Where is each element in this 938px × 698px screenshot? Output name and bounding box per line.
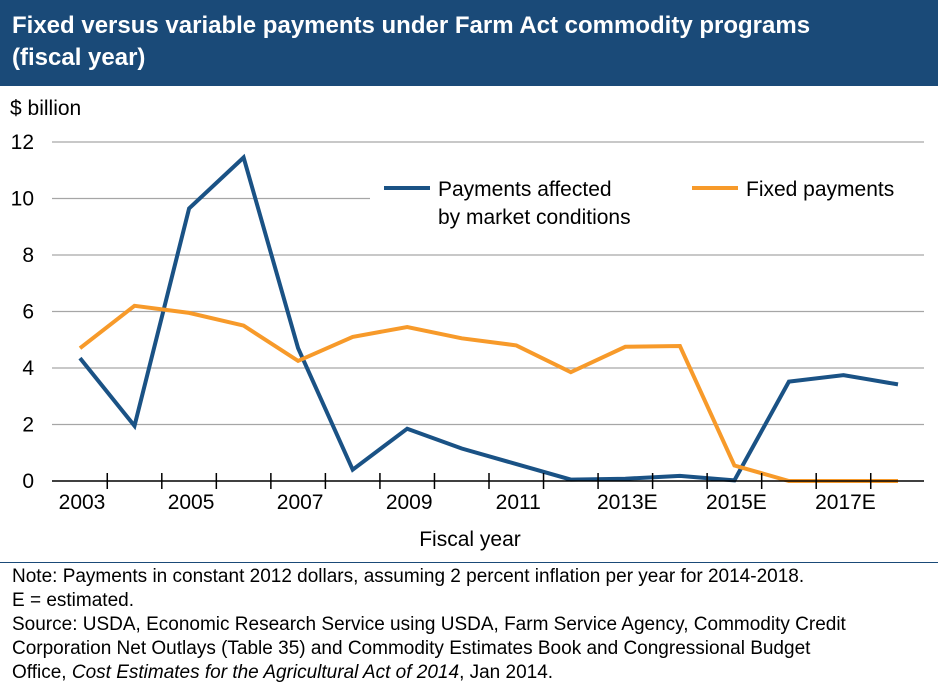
chart-title: Fixed versus variable payments under Far… — [12, 12, 811, 71]
x-tick-label: 2017E — [815, 491, 876, 514]
y-tick-label: 8 — [22, 244, 34, 267]
legend: Payments affected by market conditions Fix… — [370, 170, 930, 236]
x-axis-label: Fiscal year — [419, 528, 521, 551]
y-tick-label: 0 — [22, 470, 34, 493]
source-suffix: , Jan 2014. — [459, 662, 554, 683]
x-tick-label: 2003 — [59, 491, 106, 514]
legend-label: Payments affected — [438, 178, 612, 201]
y-axis-ticks: 0 2 4 6 8 10 12 — [11, 131, 35, 493]
series-line — [78, 153, 899, 483]
y-axis-label: $ billion — [10, 97, 81, 120]
source-line-1: Source: USDA, Economic Research Service … — [12, 614, 846, 635]
estimated-note: E = estimated. — [12, 590, 134, 611]
x-tick-label: 2007 — [277, 491, 324, 514]
source-title: Cost Estimates for the Agricultural Act … — [71, 662, 460, 683]
x-tick-label: 2005 — [168, 491, 215, 514]
x-tick-label: 2013E — [597, 491, 658, 514]
y-tick-label: 10 — [11, 188, 34, 211]
x-tick-label: 2011 — [496, 491, 541, 514]
source-prefix: Office, — [12, 662, 72, 683]
line-chart: $ billion 0 2 4 6 8 10 12 Payments affected by … — [10, 97, 930, 551]
legend-background — [370, 170, 930, 236]
y-tick-label: 6 — [22, 301, 34, 324]
y-tick-label: 2 — [22, 414, 34, 437]
source-line-2: Corporation Net Outlays (Table 35) and C… — [12, 638, 811, 659]
y-tick-label: 4 — [22, 357, 34, 380]
chart-title-bar: Fixed versus variable payments under Far… — [0, 0, 938, 86]
x-axis: 2003 2005 2007 2009 2011 2013E 2015E 2017E — [52, 473, 924, 514]
notes-section: Note: Payments in constant 2012 dollars,… — [0, 562, 938, 698]
x-tick-label: 2009 — [386, 491, 433, 514]
legend-label: by market conditions — [438, 206, 631, 229]
source-line-3: Office, Cost Estimates for the Agricultu… — [12, 661, 924, 685]
y-tick-label: 12 — [11, 131, 34, 154]
note-text: Note: Payments in constant 2012 dollars,… — [12, 566, 805, 587]
legend-label: Fixed payments — [746, 178, 894, 201]
x-tick-label: 2015E — [706, 491, 767, 514]
